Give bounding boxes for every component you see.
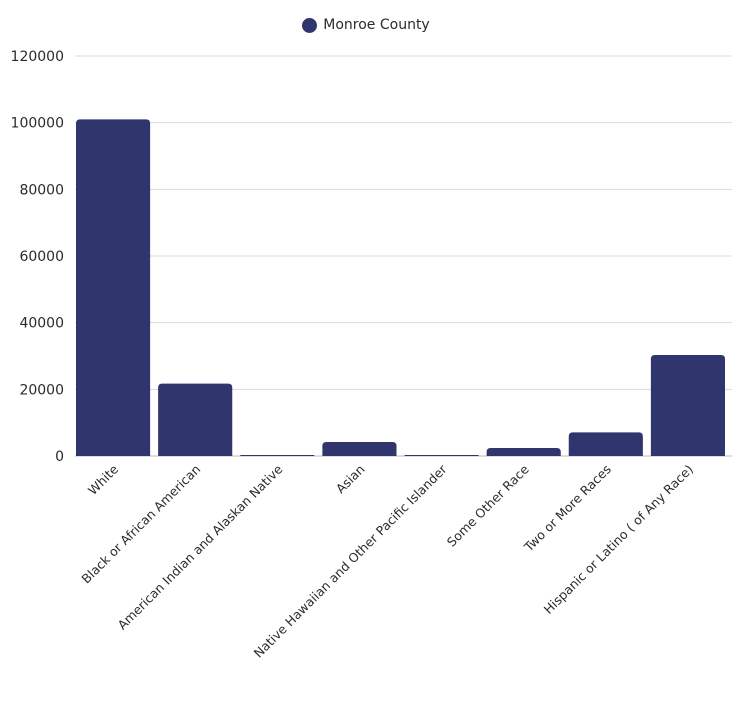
bar [650,355,725,456]
x-tick-label: Asian [333,462,368,497]
x-tick-label: Hispanic or Latino ( of Any Race) [541,462,696,617]
x-tick-label: White [85,461,122,498]
bar [158,383,233,456]
bar [322,442,397,456]
y-tick-label: 80000 [19,182,64,198]
x-tick-label: American Indian and Alaskan Native [114,461,285,632]
x-tick-label: Some Other Race [444,461,532,549]
y-tick-label: 60000 [19,249,64,265]
x-tick-label: Native Hawaiian and Other Pacific Island… [251,461,451,661]
bar [240,455,315,456]
x-tick-label: Two or More Races [520,462,614,556]
bar [404,455,479,456]
legend-label: Monroe County [323,17,430,33]
legend-swatch [302,17,318,33]
bar [568,432,643,456]
legend: Monroe County [0,17,732,33]
y-tick-label: 40000 [19,316,64,332]
bar [486,448,561,456]
y-tick-label: 100000 [11,116,64,132]
y-tick-label: 20000 [19,382,64,398]
y-tick-label: 0 [55,449,64,465]
y-tick-label: 120000 [11,49,64,65]
bar [76,119,151,456]
